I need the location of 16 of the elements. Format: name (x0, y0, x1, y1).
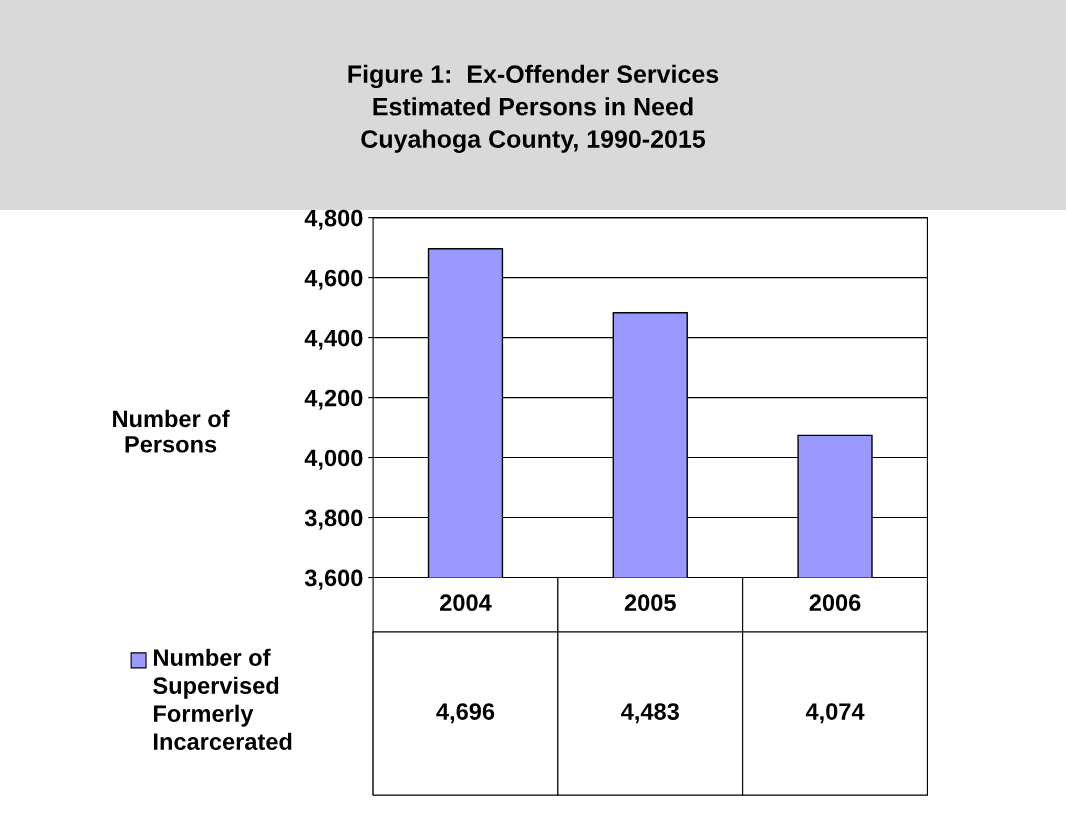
chart-title: Figure 1: Ex-Offender Services Estimated Persons in Need Cuyahoga County, 1990-2015 (348, 64, 719, 153)
x-tick-label: 2006 (809, 594, 861, 612)
data-label: 4,483 (621, 703, 679, 724)
y-tick-label: 4,800 (304, 209, 363, 230)
x-tick-label: 2005 (624, 594, 676, 612)
y-tick-label: 4,400 (304, 329, 363, 350)
x-tick-label: 2004 (440, 594, 492, 612)
legend-label: Number of Supervised Formerly Incarcerated (153, 648, 292, 751)
y-tick-label: 3,600 (304, 569, 363, 590)
y-tick-label: 3,800 (304, 509, 363, 530)
y-tick-label: 4,000 (304, 449, 363, 470)
data-label: 4,074 (805, 703, 865, 724)
y-tick-label: 4,200 (304, 389, 363, 410)
data-label: 4,696 (436, 703, 495, 724)
y-axis-title: Number of Persons (113, 409, 230, 453)
y-tick-label: 4,600 (304, 269, 363, 290)
